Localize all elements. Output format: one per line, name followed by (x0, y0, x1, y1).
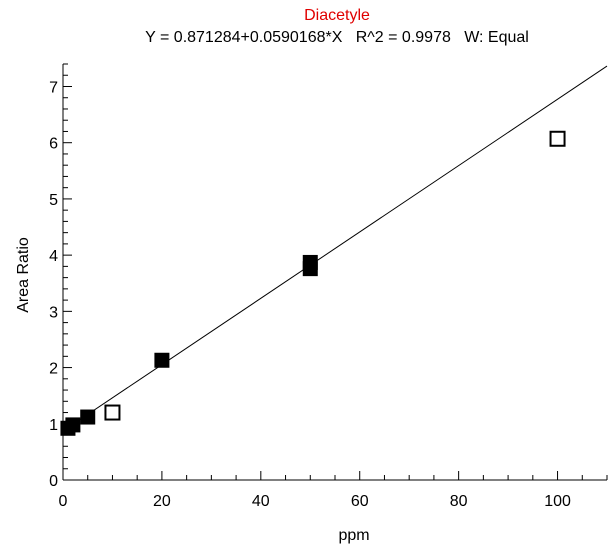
y-tick-label: 5 (49, 192, 58, 209)
x-tick-label: 40 (252, 493, 270, 510)
data-point-excluded (549, 130, 566, 147)
x-tick-label: 60 (351, 493, 369, 510)
data-points (60, 130, 566, 436)
x-axis-label: ppm (338, 527, 369, 544)
data-point-excluded (104, 404, 121, 421)
x-tick-label: 80 (450, 493, 468, 510)
y-tick-label: 7 (49, 79, 58, 96)
regression-fit-line (62, 65, 608, 432)
x-tick-label: 20 (153, 493, 171, 510)
data-point-included (65, 417, 81, 433)
regression-equation: Y = 0.871284+0.0590168*X R^2 = 0.9978 W:… (145, 29, 529, 46)
chart-title: Diacetyle (304, 7, 370, 24)
fit-line-layer (62, 65, 608, 432)
x-tick-label: 0 (59, 493, 68, 510)
x-tick-label: 100 (544, 493, 571, 510)
y-axis-label: Area Ratio (15, 237, 32, 313)
data-point-included (154, 352, 170, 368)
y-tick-label: 0 (49, 473, 58, 490)
y-tick-label: 4 (49, 248, 58, 265)
y-tick-label: 3 (49, 304, 58, 321)
y-tick-label: 1 (49, 417, 58, 434)
axes: 0 1 2 3 4 5 6 7 0 20 40 60 80 100 (49, 63, 608, 510)
data-point-included (80, 409, 96, 425)
data-point-included (302, 261, 318, 277)
y-tick-label: 2 (49, 361, 58, 378)
y-tick-label: 6 (49, 136, 58, 153)
